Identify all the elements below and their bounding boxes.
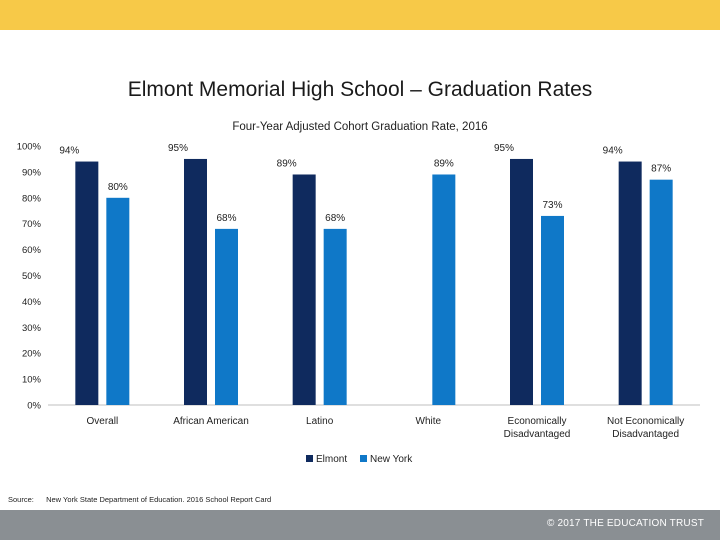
data-label: 95% [494, 143, 514, 154]
y-tick-label: 90% [22, 167, 42, 178]
data-label: 95% [168, 143, 188, 154]
bar-elmont [618, 161, 642, 405]
data-label: 80% [108, 182, 128, 193]
bar-elmont [510, 158, 533, 405]
bar-new-york [323, 228, 347, 405]
bar-new-york [432, 174, 456, 405]
x-category-label: Disadvantaged [504, 429, 571, 440]
y-tick-label: 0% [27, 401, 41, 412]
y-tick-label: 60% [22, 245, 42, 256]
source-label: Source: [8, 495, 34, 504]
legend-swatch-new-york [360, 455, 367, 462]
legend-label-new-york: New York [370, 454, 413, 465]
copyright-text: © 2017 THE EDUCATION TRUST [546, 518, 704, 529]
bar-elmont [75, 161, 99, 405]
y-tick-label: 10% [22, 375, 42, 386]
top-accent-band [0, 0, 720, 30]
y-tick-label: 30% [22, 323, 42, 334]
source-text: New York State Department of Education. … [46, 495, 272, 504]
x-category-label: Economically [508, 416, 567, 427]
data-label: 89% [434, 158, 454, 169]
x-category-label: African American [173, 416, 249, 427]
data-label: 68% [216, 213, 236, 224]
footer-band [0, 510, 720, 540]
x-category-label: White [416, 416, 442, 427]
bar-new-york [106, 197, 130, 405]
x-category-label: Not Economically [607, 416, 684, 427]
data-label: 94% [603, 146, 623, 157]
source-note: Source: New York State Department of Edu… [8, 495, 271, 504]
legend-swatch-elmont [306, 455, 313, 462]
page-title: Elmont Memorial High School – Graduation… [127, 78, 593, 101]
x-category-label: Overall [86, 416, 118, 427]
bar-new-york [649, 179, 673, 405]
bar-new-york [215, 228, 238, 405]
data-label: 89% [277, 158, 297, 169]
y-tick-label: 70% [22, 219, 42, 230]
data-label: 94% [59, 146, 79, 157]
legend-label-elmont: Elmont [316, 454, 347, 465]
y-tick-label: 20% [22, 349, 42, 360]
x-category-label: Latino [306, 416, 334, 427]
bar-elmont [292, 174, 316, 405]
data-label: 73% [542, 200, 562, 211]
y-tick-label: 50% [22, 271, 42, 282]
y-tick-label: 80% [22, 193, 42, 204]
bar-new-york [541, 215, 564, 405]
bar-elmont [184, 158, 207, 405]
y-tick-label: 40% [22, 297, 42, 308]
data-label: 87% [651, 164, 671, 175]
y-tick-label: 100% [17, 142, 42, 153]
data-label: 68% [325, 213, 345, 224]
chart-title: Four-Year Adjusted Cohort Graduation Rat… [232, 121, 487, 133]
x-category-label: Disadvantaged [612, 429, 679, 440]
bar-chart: Four-Year Adjusted Cohort Graduation Rat… [17, 121, 700, 465]
